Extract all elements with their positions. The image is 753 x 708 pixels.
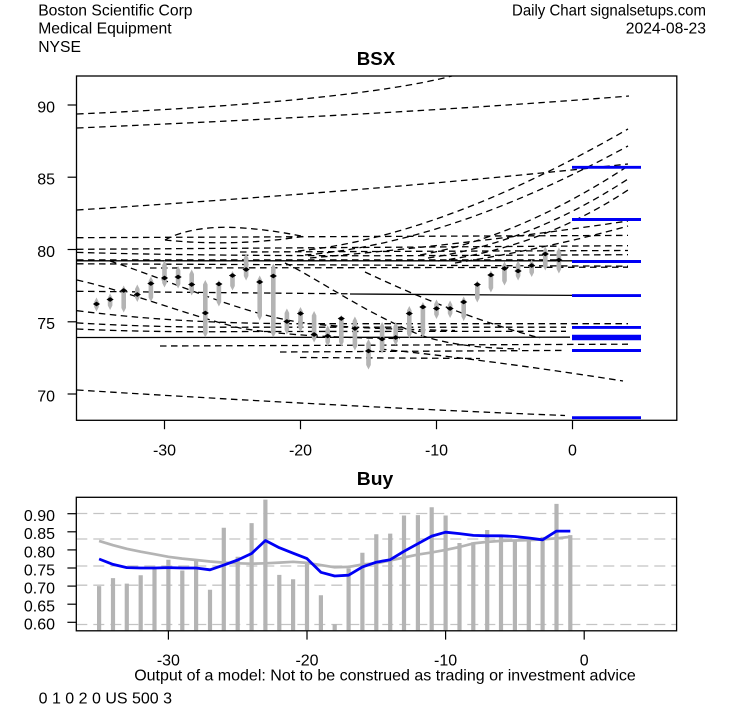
svg-text:0.65: 0.65 <box>24 599 55 616</box>
svg-text:0.75: 0.75 <box>24 562 55 579</box>
svg-text:85: 85 <box>37 172 55 189</box>
svg-text:90: 90 <box>37 99 55 116</box>
svg-text:0.80: 0.80 <box>24 544 55 561</box>
svg-text:Medical Equipment: Medical Equipment <box>38 21 172 38</box>
svg-text:0.85: 0.85 <box>24 526 55 543</box>
svg-text:BSX: BSX <box>357 49 396 69</box>
svg-text:0: 0 <box>580 653 589 670</box>
svg-text:0.70: 0.70 <box>24 581 55 598</box>
svg-text:Daily Chart signalsetups.com: Daily Chart signalsetups.com <box>512 2 706 19</box>
svg-text:80: 80 <box>37 244 55 261</box>
svg-text:NYSE: NYSE <box>38 39 81 56</box>
svg-text:0.60: 0.60 <box>24 617 55 634</box>
svg-text:Boston Scientific Corp: Boston Scientific Corp <box>38 2 193 19</box>
svg-text:-10: -10 <box>425 442 448 459</box>
svg-text:-10: -10 <box>434 653 457 670</box>
svg-text:-30: -30 <box>153 442 176 459</box>
svg-text:-20: -20 <box>289 442 312 459</box>
svg-text:-30: -30 <box>157 653 180 670</box>
svg-text:0.90: 0.90 <box>24 508 55 525</box>
svg-text:Output of a model: Not to be c: Output of a model: Not to be construed a… <box>134 668 636 685</box>
svg-text:Buy: Buy <box>357 469 394 489</box>
svg-text:0: 0 <box>568 442 577 459</box>
svg-text:0 1 0 2 0 US 500 3: 0 1 0 2 0 US 500 3 <box>39 691 173 708</box>
svg-text:70: 70 <box>37 388 55 405</box>
svg-text:2024-08-23: 2024-08-23 <box>626 21 707 38</box>
svg-text:-20: -20 <box>295 653 318 670</box>
svg-text:75: 75 <box>37 316 55 333</box>
